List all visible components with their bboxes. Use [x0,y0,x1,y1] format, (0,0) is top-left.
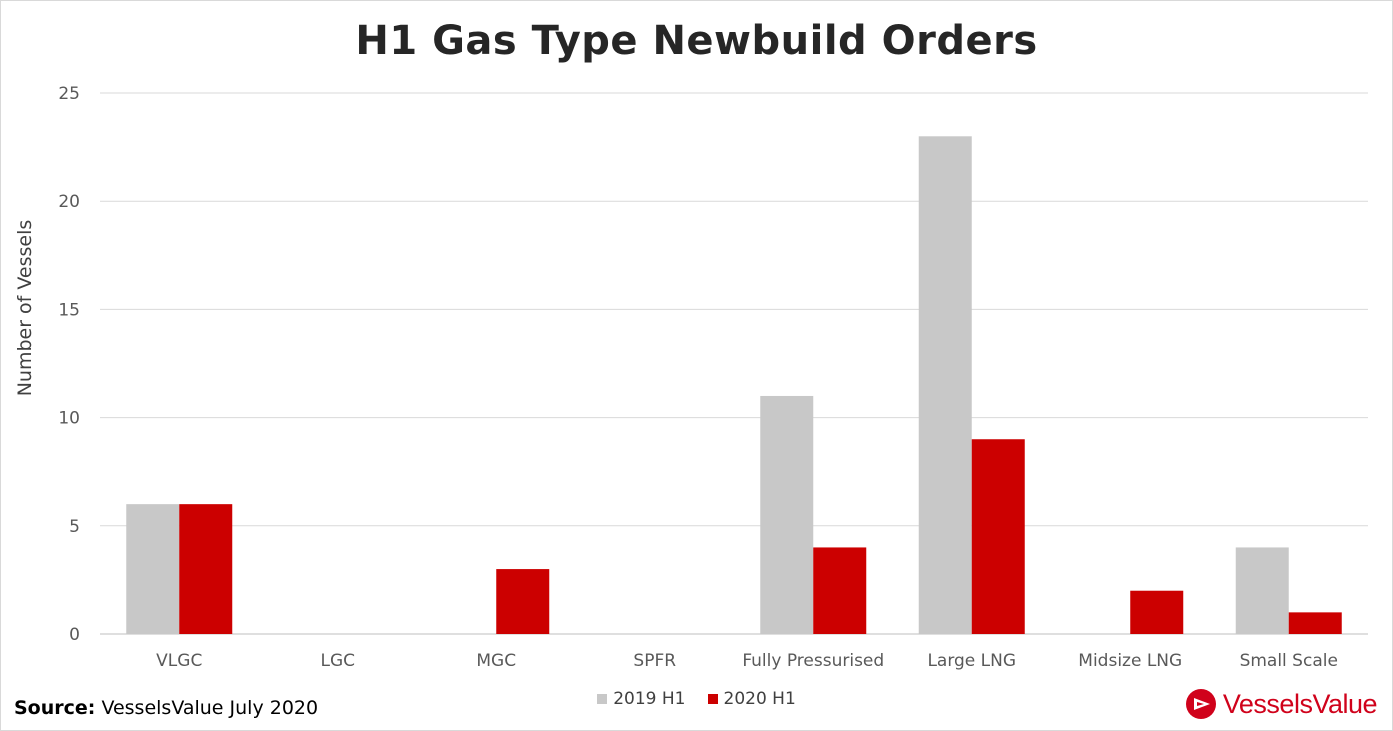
legend-swatch-2020 [707,694,718,704]
x-tick-label: MGC [476,651,516,671]
legend: 2019 H1 2020 H1 [0,689,1393,709]
source-note: Source: VesselsValue July 2020 [14,697,318,719]
legend-swatch-2019 [597,694,608,704]
bar-2020-h1 [813,547,867,634]
legend-label-2019: 2019 H1 [613,689,686,709]
bar-2020-h1 [1288,612,1342,634]
triangle-logo-icon [1185,689,1216,719]
bar-2020-h1 [1130,590,1184,634]
y-tick-label: 10 [58,409,80,429]
chart-title: H1 Gas Type Newbuild Orders [355,18,1038,64]
bar-2020-h1 [971,439,1025,634]
brand-name: VesselsValue [1222,688,1378,719]
x-tick-label: Large LNG [927,651,1016,671]
y-tick-label: 5 [69,517,80,537]
x-tick-label: Midsize LNG [1078,651,1182,671]
x-tick-label: Small Scale [1240,651,1338,671]
x-tick-label: LGC [320,651,355,671]
x-tick-label: SPFR [633,651,676,671]
bar-2019-h1 [918,136,972,634]
x-tick-label: Fully Pressurised [742,651,884,671]
source-label: Source: [14,697,96,719]
bar-2019-h1 [1235,547,1289,634]
brand-logo: VesselsValue [1185,688,1378,720]
x-tick-label: VLGC [156,651,202,671]
bar-2020-h1 [496,569,550,634]
y-tick-label: 0 [69,625,80,645]
bar-2019-h1 [760,395,814,634]
y-tick-label: 25 [58,84,80,104]
bar-2019-h1 [126,504,180,634]
source-text: VesselsValue July 2020 [101,697,319,719]
bar-2020-h1 [179,504,233,634]
legend-label-2020: 2020 H1 [723,689,796,709]
legend-item-2020: 2020 H1 [707,689,796,709]
y-tick-label: 20 [58,192,80,212]
y-tick-label: 15 [58,300,80,320]
legend-item-2019: 2019 H1 [597,689,686,709]
